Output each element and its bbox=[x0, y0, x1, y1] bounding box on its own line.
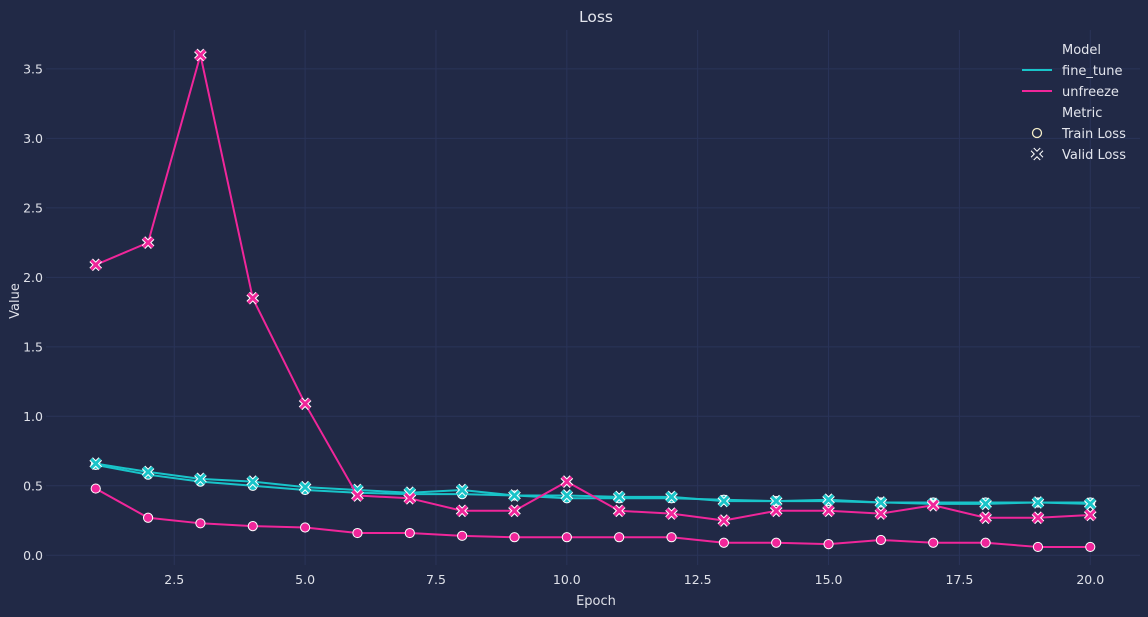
unfreeze-valid-loss-point bbox=[403, 491, 417, 505]
x-tick-labels: 2.5 5.0 7.5 10.0 12.5 15.0 17.5 20.0 bbox=[164, 572, 1104, 587]
fine-tune-valid-loss-point bbox=[194, 472, 207, 486]
unfreeze-train-loss-point bbox=[195, 518, 206, 529]
y-tick-label: 3.5 bbox=[23, 61, 43, 76]
unfreeze-train-loss-point bbox=[142, 512, 154, 523]
legend: Model fine_tune unfreeze Metric Train Lo… bbox=[1022, 43, 1126, 163]
y-tick-label: 1.5 bbox=[23, 339, 43, 354]
x-tick-label: 15.0 bbox=[815, 572, 843, 587]
unfreeze-train-loss-point bbox=[90, 483, 101, 494]
unfreeze-valid-loss-point bbox=[560, 475, 574, 488]
legend-model-title: Model bbox=[1062, 43, 1101, 58]
fine-tune-train-loss-line bbox=[95, 463, 1091, 504]
unfreeze-train-loss-line bbox=[95, 487, 1091, 548]
fine-tune-valid-loss-point bbox=[1031, 496, 1045, 509]
fine-tune-valid-loss-point bbox=[979, 497, 992, 511]
grid bbox=[46, 30, 1140, 565]
fine-tune-valid-loss-point bbox=[455, 483, 469, 497]
fine-tune-valid-loss-point bbox=[769, 494, 783, 508]
unfreeze-train-loss-point bbox=[875, 534, 886, 546]
fine-tune-valid-loss-point bbox=[560, 489, 574, 502]
unfreeze-valid-loss-point bbox=[874, 507, 888, 520]
x-tick-label: 20.0 bbox=[1076, 572, 1104, 587]
unfreeze-train-loss-point bbox=[928, 537, 939, 548]
y-tick-label: 3.0 bbox=[23, 131, 43, 146]
legend-train-loss-label: Train Loss bbox=[1061, 127, 1126, 142]
unfreeze-train-loss-point bbox=[561, 532, 572, 543]
fine-tune-valid-loss-point bbox=[717, 494, 731, 508]
legend-x-glyph bbox=[1030, 147, 1044, 161]
unfreeze-valid-loss-series bbox=[89, 48, 1097, 527]
legend-fine-tune-label: fine_tune bbox=[1062, 64, 1123, 79]
unfreeze-valid-loss-point bbox=[246, 291, 260, 305]
unfreeze-train-loss-point bbox=[823, 539, 834, 550]
y-tick-label: 0.5 bbox=[23, 478, 43, 493]
unfreeze-train-loss-point bbox=[300, 522, 311, 533]
unfreeze-valid-loss-point bbox=[926, 498, 940, 512]
y-tick-label: 0.0 bbox=[23, 548, 43, 563]
unfreeze-train-loss-series bbox=[90, 483, 1096, 553]
x-tick-label: 2.5 bbox=[164, 572, 184, 587]
legend-circle-marker-icon bbox=[1031, 127, 1043, 139]
fine-tune-valid-loss-point bbox=[665, 490, 678, 504]
unfreeze-valid-loss-point bbox=[455, 504, 469, 518]
unfreeze-valid-loss-line bbox=[95, 54, 1091, 522]
fine-tune-valid-loss-point bbox=[246, 475, 260, 488]
legend-valid-loss-label: Valid Loss bbox=[1062, 148, 1126, 163]
x-tick-label: 10.0 bbox=[553, 572, 581, 587]
fine-tune-valid-loss-point bbox=[612, 490, 626, 504]
legend-x-marker-icon bbox=[1030, 147, 1044, 161]
y-tick-labels: 0.0 0.5 1.0 1.5 2.0 2.5 3.0 3.5 bbox=[23, 61, 43, 562]
unfreeze-valid-loss-point bbox=[298, 397, 312, 411]
unfreeze-train-loss-point bbox=[457, 530, 468, 541]
unfreeze-train-loss-point bbox=[352, 527, 363, 539]
x-tick-label: 5.0 bbox=[295, 572, 315, 587]
unfreeze-train-loss-point bbox=[666, 532, 677, 543]
unfreeze-valid-loss-point bbox=[1031, 511, 1045, 525]
unfreeze-train-loss-point bbox=[1032, 541, 1044, 553]
unfreeze-valid-loss-point bbox=[665, 507, 678, 520]
unfreeze-valid-loss-point bbox=[89, 258, 103, 272]
unfreeze-valid-loss-point bbox=[351, 489, 364, 502]
unfreeze-train-loss-point bbox=[771, 537, 782, 548]
x-tick-label: 17.5 bbox=[945, 572, 973, 587]
unfreeze-valid-loss-point bbox=[194, 48, 207, 62]
x-tick-label: 12.5 bbox=[684, 572, 712, 587]
unfreeze-valid-loss-point bbox=[717, 514, 731, 527]
fine-tune-valid-loss-point bbox=[298, 480, 312, 494]
unfreeze-valid-loss-point bbox=[1083, 508, 1097, 522]
unfreeze-valid-loss-point bbox=[141, 236, 155, 249]
unfreeze-train-loss-point bbox=[718, 537, 729, 548]
fine-tune-valid-loss-point bbox=[874, 496, 888, 509]
fine-tune-valid-loss-point bbox=[508, 489, 521, 502]
unfreeze-train-loss-point bbox=[509, 532, 520, 543]
unfreeze-valid-loss-point bbox=[508, 504, 521, 518]
x-tick-label: 7.5 bbox=[426, 572, 446, 587]
unfreeze-train-loss-point bbox=[404, 527, 415, 539]
legend-unfreeze-label: unfreeze bbox=[1062, 85, 1119, 100]
series-layer bbox=[89, 48, 1097, 553]
unfreeze-valid-loss-point bbox=[612, 504, 626, 518]
unfreeze-valid-loss-point bbox=[979, 511, 992, 525]
y-tick-label: 2.0 bbox=[23, 270, 43, 285]
unfreeze-valid-loss-point bbox=[769, 504, 783, 518]
fine-tune-valid-loss-point bbox=[89, 457, 103, 470]
y-axis-title: Value bbox=[8, 283, 23, 319]
unfreeze-train-loss-point bbox=[614, 532, 625, 543]
y-tick-label: 1.0 bbox=[23, 409, 43, 424]
fine-tune-valid-loss-point bbox=[822, 493, 835, 507]
unfreeze-valid-loss-point bbox=[822, 504, 835, 518]
y-tick-label: 2.5 bbox=[23, 200, 43, 215]
fine-tune-valid-loss-point bbox=[141, 465, 155, 479]
fine-tune-valid-loss-point bbox=[1083, 497, 1097, 511]
chart-title: Loss bbox=[579, 8, 613, 26]
legend-metric-title: Metric bbox=[1062, 106, 1102, 121]
unfreeze-train-loss-point bbox=[247, 520, 258, 532]
unfreeze-train-loss-point bbox=[980, 537, 991, 548]
unfreeze-train-loss-point bbox=[1085, 541, 1096, 553]
x-axis-title: Epoch bbox=[576, 594, 616, 609]
